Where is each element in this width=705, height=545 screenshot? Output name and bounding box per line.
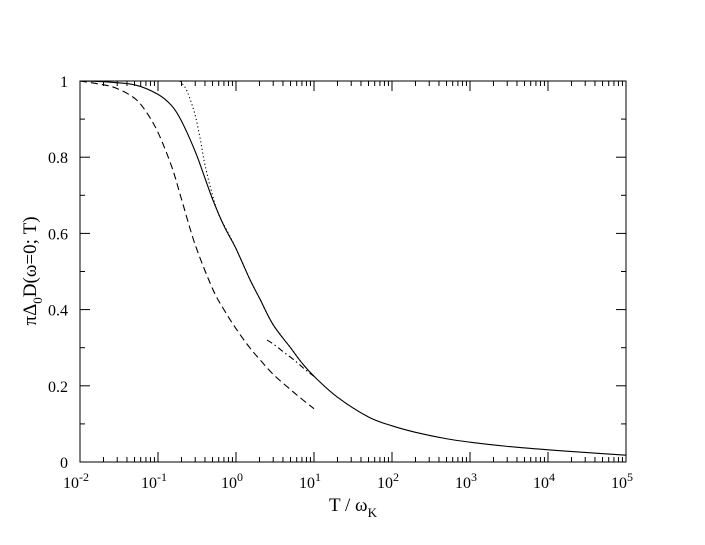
y-tick-label: 0.4 xyxy=(48,303,68,320)
y-tick-label: 1 xyxy=(60,74,68,91)
series-line-dashed xyxy=(79,80,315,410)
series-line-dash-dot xyxy=(266,339,315,377)
x-tick-label-exponent: -2 xyxy=(79,470,89,484)
x-tick-label-exponent: 4 xyxy=(549,470,555,484)
x-tick-label-base: 10 xyxy=(611,475,627,492)
x-tick-label-exponent: 5 xyxy=(627,470,633,484)
x-tick-label-base: 10 xyxy=(299,475,315,492)
x-tick-label: 101 xyxy=(299,470,321,492)
y-tick-labels: 0 0.2 0.4 0.6 0.8 1 xyxy=(48,74,68,472)
x-tick-label-base: 10 xyxy=(377,475,393,492)
x-tick-label: 102 xyxy=(377,470,399,492)
x-tick-labels: 10-2 10-1 100 101 102 103 104 105 xyxy=(63,470,633,492)
series-line-dotted xyxy=(179,80,315,377)
x-tick-label-exponent: 2 xyxy=(393,470,399,484)
x-tick-label-base: 10 xyxy=(533,475,549,492)
major-ticks xyxy=(79,80,627,463)
plot-frame xyxy=(79,80,627,463)
x-tick-label-exponent: 3 xyxy=(471,470,477,484)
x-tick-label: 10-2 xyxy=(63,470,89,492)
y-tick-label: 0.2 xyxy=(48,379,68,396)
y-axis-label: πΔ0D(ω=0; T) xyxy=(20,216,45,325)
x-tick-label: 103 xyxy=(455,470,477,492)
x-tick-label: 105 xyxy=(611,470,633,492)
x-tick-label: 104 xyxy=(533,470,555,492)
x-tick-label-base: 10 xyxy=(455,475,471,492)
series-line-solid xyxy=(79,80,627,456)
series-layer xyxy=(79,80,627,456)
x-tick-label-base: 10 xyxy=(141,475,157,492)
y-tick-label: 0 xyxy=(60,455,68,472)
x-tick-label-exponent: 1 xyxy=(315,470,321,484)
x-tick-label-exponent: 0 xyxy=(237,470,243,484)
minor-ticks xyxy=(80,81,626,462)
y-tick-label: 0.8 xyxy=(48,150,68,167)
x-axis-label: T / ωK xyxy=(329,495,378,520)
x-tick-label-base: 10 xyxy=(221,475,237,492)
y-tick-label: 0.6 xyxy=(48,226,68,243)
x-tick-label: 100 xyxy=(221,470,243,492)
x-tick-label-exponent: -1 xyxy=(157,470,167,484)
x-tick-label-base: 10 xyxy=(63,475,79,492)
x-tick-label: 10-1 xyxy=(141,470,167,492)
